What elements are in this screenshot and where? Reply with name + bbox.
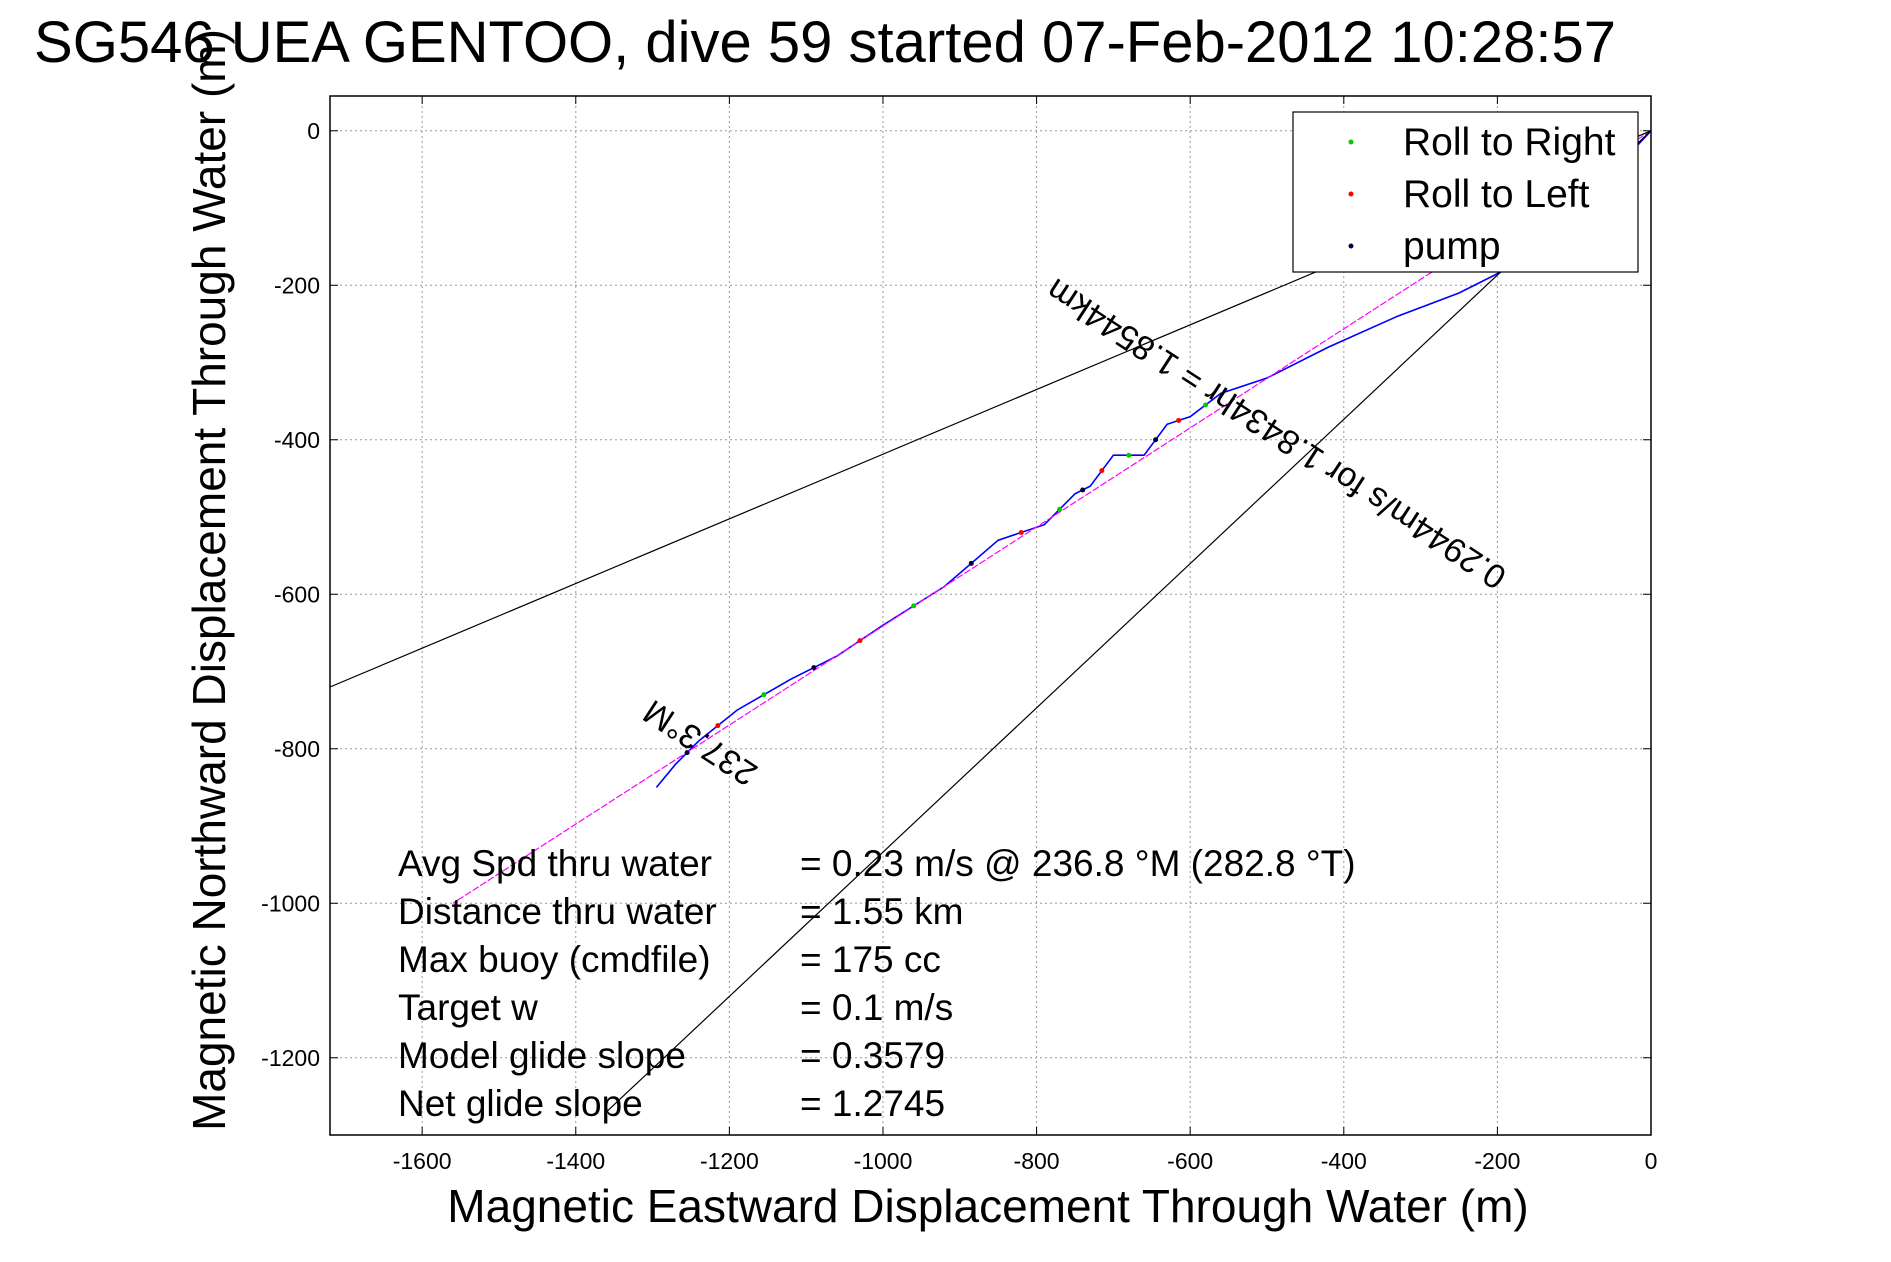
- x-tick-label: -400: [1321, 1148, 1367, 1174]
- y-tick-label: -1200: [261, 1045, 320, 1071]
- stat-label: Avg Spd thru water: [398, 843, 712, 884]
- track-marker: [1176, 417, 1182, 423]
- track-marker: [1018, 529, 1024, 535]
- annotation-0: 237.3°M: [637, 692, 764, 793]
- legend-marker: [1348, 191, 1354, 197]
- annotation-1: 0.2944m/s for 1.8434hr = 1.8544km: [1040, 271, 1513, 597]
- track-marker: [857, 638, 863, 644]
- stat-value: = 1.55 km: [800, 891, 964, 932]
- x-tick-label: -200: [1474, 1148, 1520, 1174]
- x-axis-label: Magnetic Eastward Displacement Through W…: [447, 1180, 1528, 1232]
- stat-label: Distance thru water: [398, 891, 717, 932]
- x-tick-label: -600: [1167, 1148, 1213, 1174]
- x-tick-label: -1000: [854, 1148, 913, 1174]
- track-marker: [811, 665, 817, 671]
- stat-value: = 0.1 m/s: [800, 987, 953, 1028]
- x-tick-label: -1400: [546, 1148, 605, 1174]
- legend-marker: [1348, 139, 1354, 145]
- legend-label: Roll to Right: [1403, 121, 1616, 164]
- stat-label: Target w: [398, 987, 538, 1028]
- legend-marker: [1348, 243, 1354, 249]
- grid-lines: [330, 96, 1651, 1135]
- y-tick-label: -600: [274, 581, 320, 607]
- track-marker: [1203, 402, 1209, 408]
- track-marker: [911, 603, 917, 609]
- track-marker: [1057, 506, 1063, 512]
- x-tick-label: -1600: [393, 1148, 452, 1174]
- plot-frame: [329, 95, 1652, 1136]
- y-tick-label: 0: [307, 118, 320, 144]
- track-marker: [1080, 487, 1086, 493]
- series-track-0: [655, 130, 1651, 788]
- stat-value: = 0.23 m/s @ 236.8 °M (282.8 °T): [800, 843, 1356, 884]
- chart-title: SG546 UEA GENTOO, dive 59 started 07-Feb…: [34, 10, 1616, 75]
- stat-value: = 175 cc: [800, 939, 941, 980]
- track-marker: [968, 560, 974, 566]
- x-tick-label: -1200: [700, 1148, 759, 1174]
- stat-label: Max buoy (cmdfile): [398, 939, 711, 980]
- series-cone-3: [606, 130, 1651, 1113]
- x-axis-ticks: -1600 -1400 -1200 -1000 -800 -600 -400 -200 0: [393, 96, 1658, 1174]
- track-marker: [1126, 452, 1132, 458]
- stat-value: = 1.2745: [800, 1083, 945, 1124]
- y-tick-label: -800: [274, 736, 320, 762]
- y-axis-ticks: 0 -200 -400 -600 -800 -1000 -1200: [261, 118, 1651, 1071]
- annotations: 237.3°M 0.2944m/s for 1.8434hr = 1.8544km: [637, 271, 1513, 793]
- track-marker: [1099, 468, 1105, 474]
- legend: Roll to Right Roll to Left pump: [1292, 111, 1639, 273]
- stat-label: Net glide slope: [398, 1083, 643, 1124]
- x-tick-label: 0: [1645, 1148, 1658, 1174]
- y-axis-label: Magnetic Northward Displacement Through …: [183, 29, 235, 1131]
- stat-value: = 0.3579: [800, 1035, 945, 1076]
- stat-label: Model glide slope: [398, 1035, 686, 1076]
- y-tick-label: -400: [274, 427, 320, 453]
- track-marker: [761, 692, 767, 698]
- x-tick-label: -800: [1014, 1148, 1060, 1174]
- legend-label: Roll to Left: [1403, 173, 1590, 216]
- track-marker: [1153, 437, 1159, 443]
- dive-stats: Avg Spd thru water = 0.23 m/s @ 236.8 °M …: [398, 843, 1356, 1124]
- track-marker: [684, 750, 690, 756]
- track-marker: [715, 723, 721, 729]
- y-tick-label: -200: [274, 272, 320, 298]
- legend-label: pump: [1403, 225, 1501, 268]
- y-tick-label: -1000: [261, 890, 320, 916]
